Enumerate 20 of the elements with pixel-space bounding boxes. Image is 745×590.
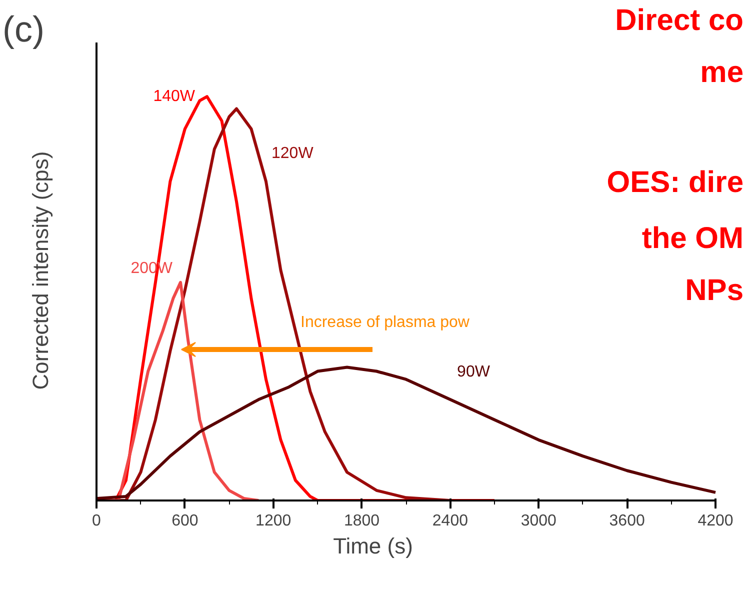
y-axis-title: Corrected intensity (cps): [28, 151, 53, 390]
x-tick-label: 3600: [609, 512, 645, 530]
series-label: 120W: [272, 145, 314, 162]
x-tick-label: 4200: [698, 512, 734, 530]
annotation: the OM: [642, 222, 744, 255]
x-tick-label: 600: [172, 512, 198, 530]
x-tick-label: 0: [92, 512, 102, 530]
x-tick-label: 1200: [256, 512, 292, 530]
text: Direct co: [615, 4, 744, 37]
x-tick-label: 2400: [432, 512, 468, 530]
chart-title: (c): [2, 8, 44, 50]
annotation: OES: dire: [606, 166, 744, 199]
x-axis-title: Time (s): [333, 534, 413, 558]
x-tick-label: 1800: [344, 512, 380, 530]
x-tick-label: 3000: [520, 512, 557, 530]
annotation: Increase of plasma pow: [300, 314, 470, 331]
series-label: 90W: [457, 364, 491, 381]
series-label: 140W: [153, 88, 196, 106]
text: me: [700, 56, 744, 89]
annotation: NPs: [685, 274, 744, 307]
